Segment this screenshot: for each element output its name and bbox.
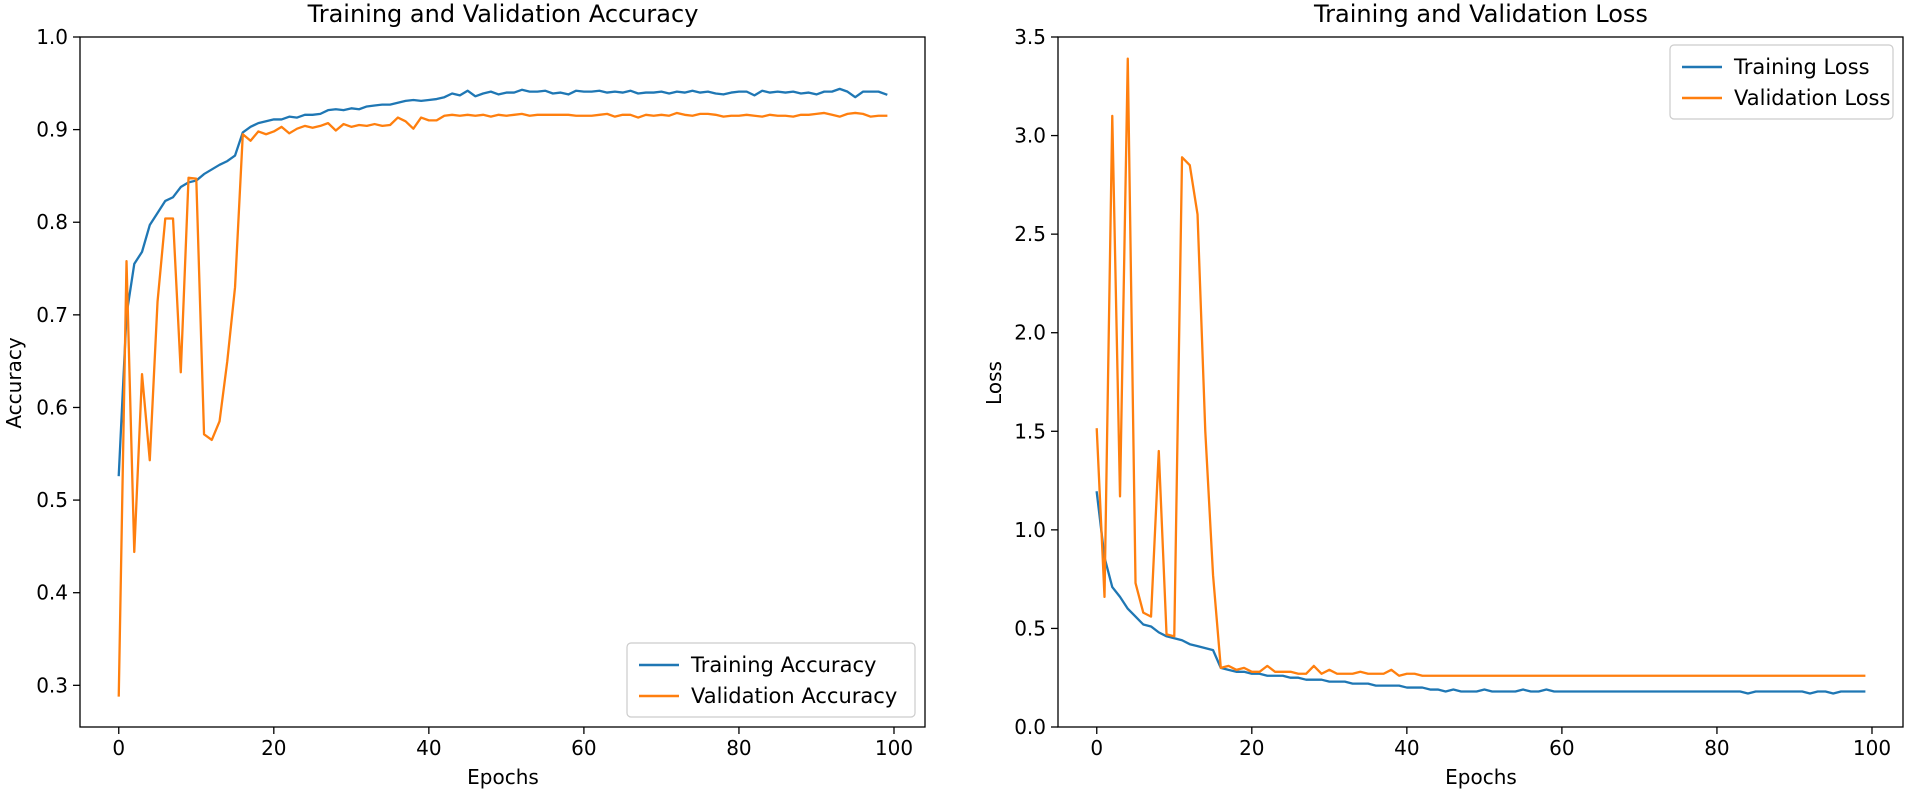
validation-loss-legend-label: Validation Loss: [1734, 86, 1890, 110]
loss-x-tick-label: 40: [1394, 736, 1419, 760]
accuracy-y-tick-label: 0.6: [36, 395, 68, 419]
loss-x-tick-label: 0: [1090, 736, 1103, 760]
loss-panel: 0 20 40 60 80 100 0.0 0.5 1.0 1.5 2.0 2.5 3.0 3.5 Trai…: [982, 0, 1904, 789]
validation-loss-line: [1095, 57, 1866, 677]
training-accuracy-legend-label: Training Accuracy: [690, 653, 876, 677]
accuracy-panel: 0 20 40 60 80 100 0.3 0.4 0.5 0.6 0.7 0.8 0.9 1.0 Trai…: [2, 0, 926, 789]
validation-accuracy-line: [117, 111, 888, 697]
loss-y-tick-label: 0.0: [1014, 715, 1046, 739]
accuracy-y-tick-label: 0.8: [36, 210, 68, 234]
loss-y-tick-label: 3.5: [1014, 25, 1046, 49]
training-accuracy-line: [117, 87, 888, 477]
accuracy-x-tick-label: 80: [726, 736, 751, 760]
accuracy-y-tick-label: 0.3: [36, 673, 68, 697]
loss-axes-frame: [1057, 36, 1904, 728]
loss-legend-box: [1669, 44, 1894, 120]
loss-x-tick-label: 100: [1853, 736, 1891, 760]
loss-plot-area: 0 20 40 60 80 100 0.0 0.5 1.0 1.5 2.0 2.5 3.0 3.5 Trai…: [1014, 25, 1904, 760]
validation-accuracy-legend-label: Validation Accuracy: [691, 684, 897, 708]
loss-y-tick-label: 2.5: [1014, 222, 1046, 246]
accuracy-axes-frame: [79, 36, 926, 728]
loss-y-tick-label: 3.0: [1014, 124, 1046, 148]
accuracy-x-tick-label: 0: [112, 736, 125, 760]
accuracy-y-tick-label: 0.9: [36, 118, 68, 142]
loss-y-tick-label: 1.5: [1014, 419, 1046, 443]
accuracy-x-tick-label: 20: [261, 736, 286, 760]
training-loss-line: [1095, 491, 1866, 695]
accuracy-legend-box: [626, 642, 916, 718]
accuracy-chart-title: Training and Validation Accuracy: [307, 0, 699, 28]
loss-x-tick-label: 20: [1239, 736, 1264, 760]
accuracy-y-tick-label: 0.5: [36, 488, 68, 512]
accuracy-plot-area: 0 20 40 60 80 100 0.3 0.4 0.5 0.6 0.7 0.8 0.9 1.0 Trai…: [36, 25, 926, 760]
loss-y-tick-label: 0.5: [1014, 616, 1046, 640]
accuracy-series-group: [117, 87, 888, 697]
accuracy-x-tick-label: 60: [571, 736, 596, 760]
loss-series-group: [1095, 57, 1866, 695]
loss-legend: Training Loss Validation Loss: [1669, 44, 1894, 120]
loss-y-axis-label: Loss: [982, 361, 1006, 405]
loss-x-tick-label: 80: [1704, 736, 1729, 760]
loss-y-tick-label: 1.0: [1014, 518, 1046, 542]
accuracy-x-tick-label: 100: [875, 736, 913, 760]
loss-x-axis-label: Epochs: [1445, 765, 1517, 789]
accuracy-legend: Training Accuracy Validation Accuracy: [626, 642, 916, 718]
accuracy-x-axis-label: Epochs: [467, 765, 539, 789]
loss-x-tick-label: 60: [1549, 736, 1574, 760]
accuracy-y-axis-label: Accuracy: [2, 337, 26, 428]
training-loss-legend-label: Training Loss: [1733, 55, 1870, 79]
accuracy-y-tick-label: 1.0: [36, 25, 68, 49]
accuracy-y-tick-label: 0.4: [36, 581, 68, 605]
accuracy-y-tick-label: 0.7: [36, 303, 68, 327]
loss-chart-title: Training and Validation Loss: [1313, 0, 1648, 28]
loss-y-tick-label: 2.0: [1014, 321, 1046, 345]
accuracy-x-tick-label: 40: [416, 736, 441, 760]
